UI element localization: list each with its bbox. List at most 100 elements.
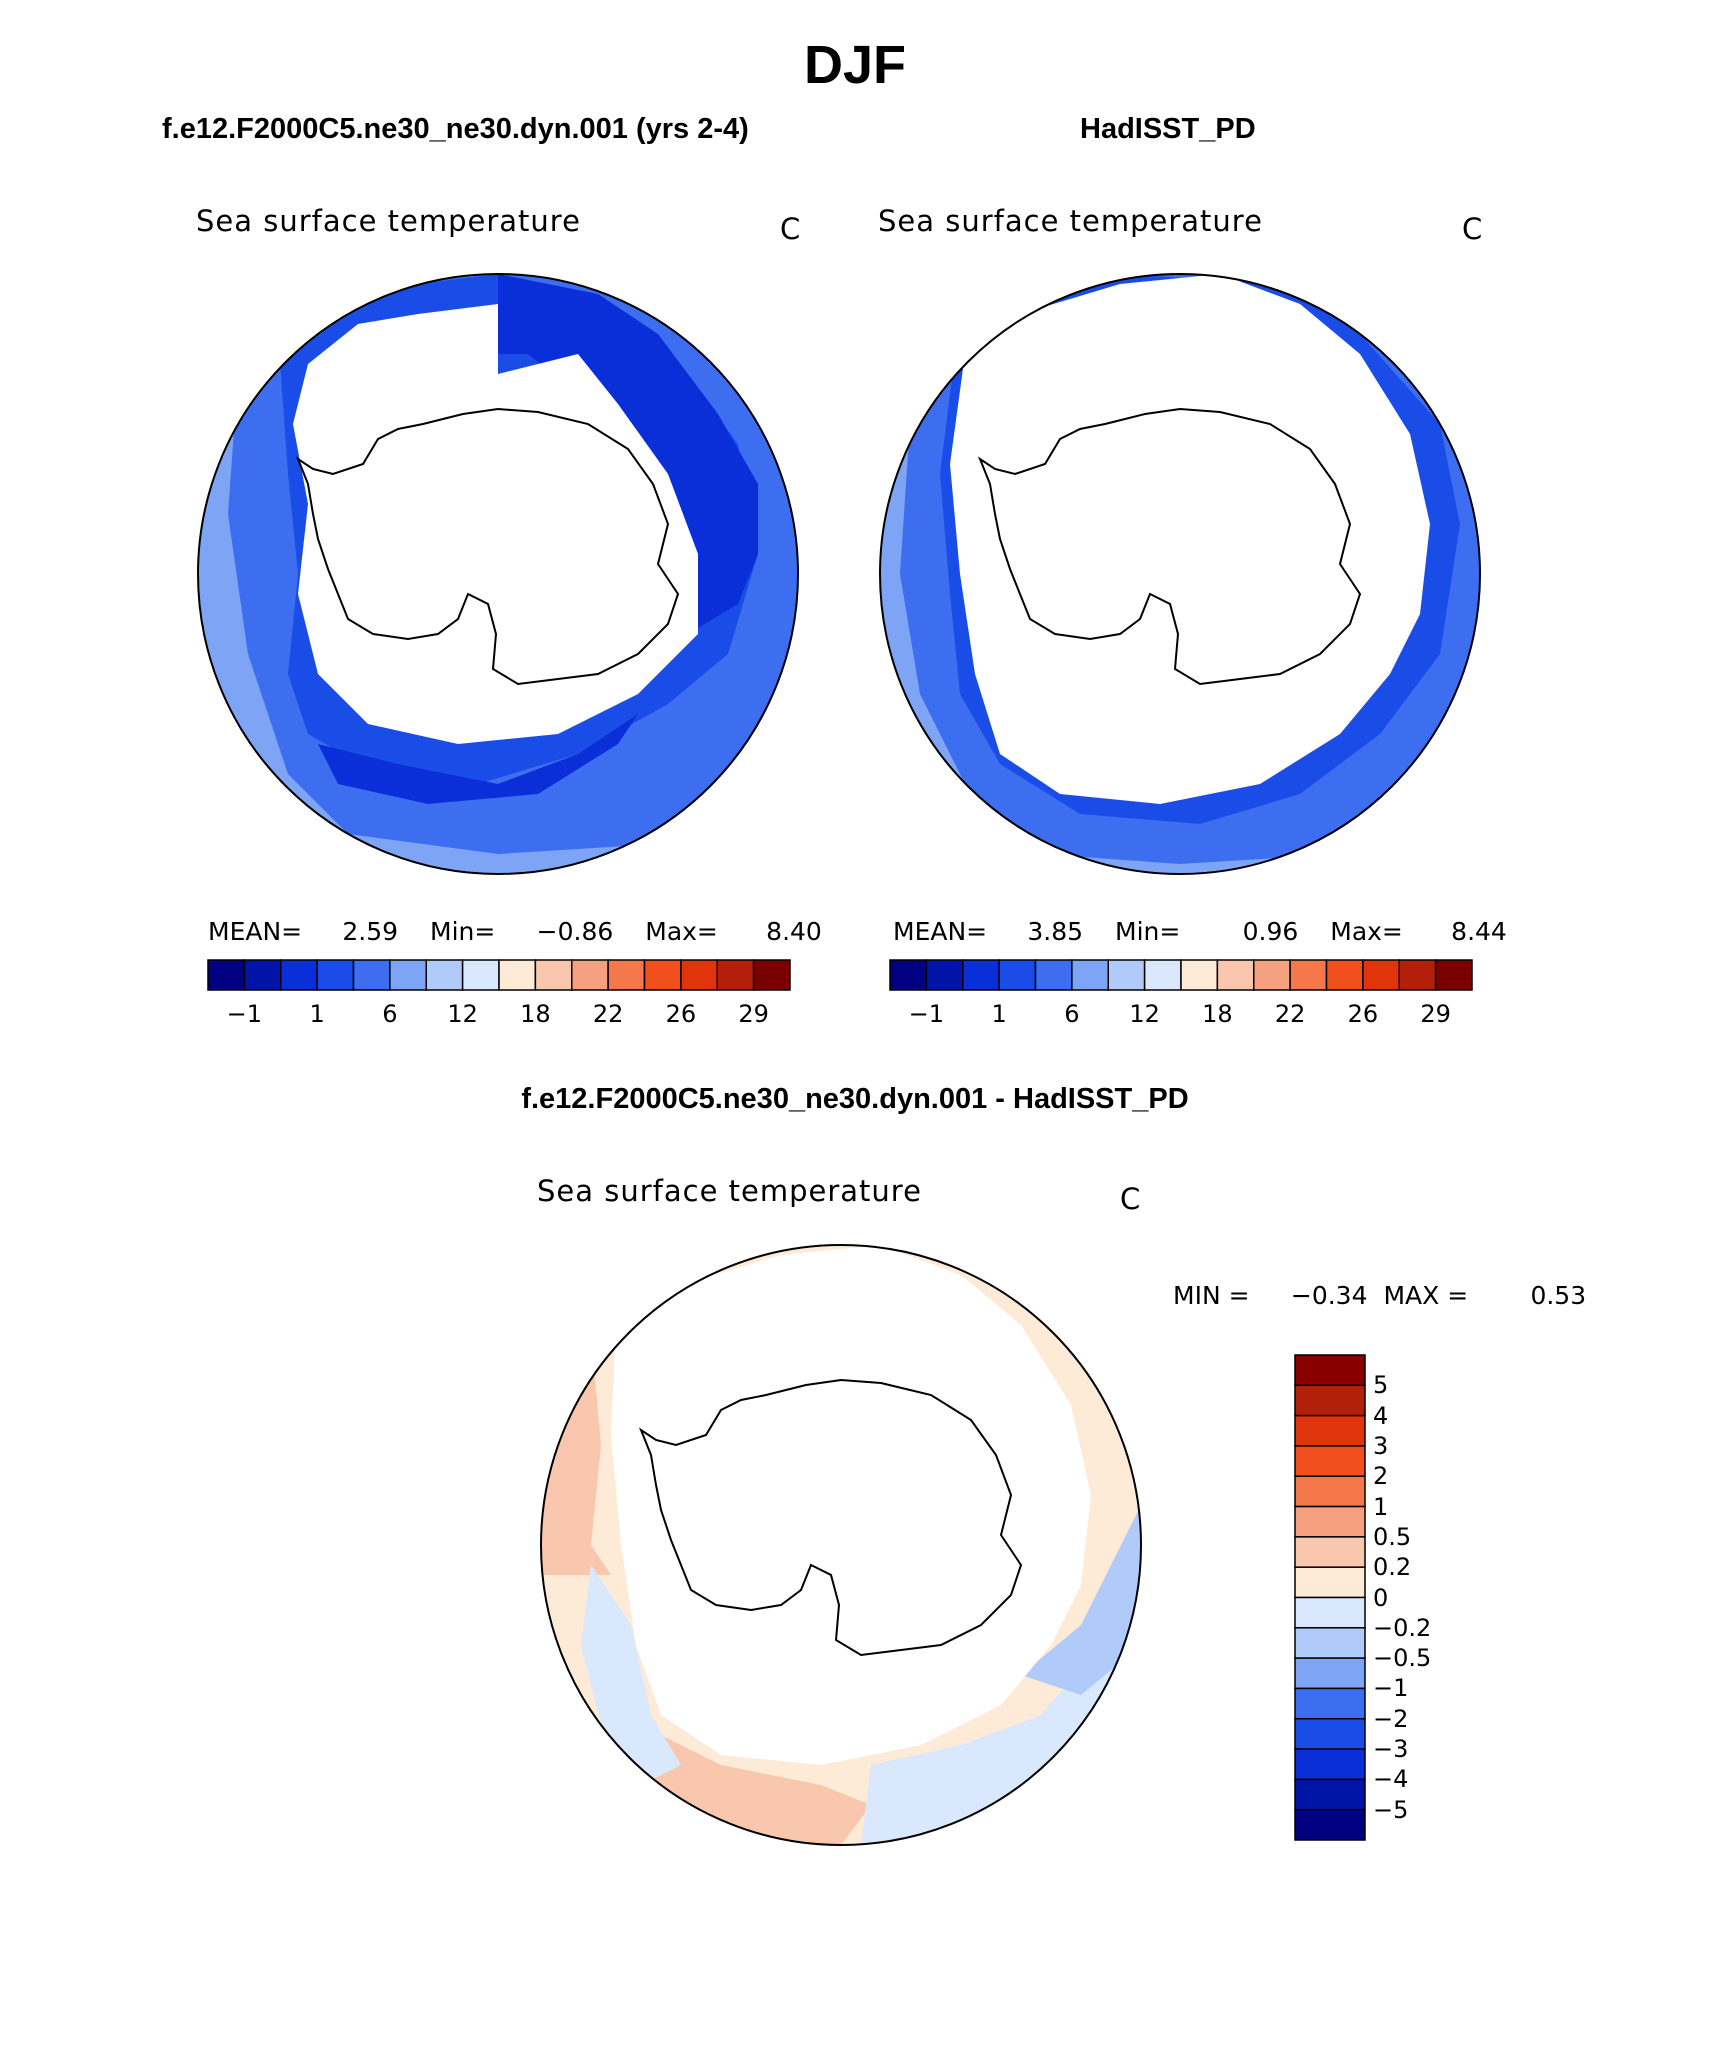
colorbar-swatch [1434,959,1473,991]
colorbar-tick-label: 22 [592,1000,624,1028]
colorbar-panel-3 [1294,1354,1366,1841]
colorbar-swatch [425,959,464,991]
max-label: MAX = [1383,1281,1469,1310]
figure-title: DJF [803,35,906,95]
min-value: −0.34 [1290,1281,1368,1310]
colorbar-swatch [1294,1657,1366,1690]
colorbar-swatch [1289,959,1328,991]
colorbar-tick-label: 5 [1373,1371,1389,1400]
antarctica-coastline [638,1378,1023,1657]
colorbar-panel-1-ticks: −1 1 6 12 18 22 26 29 [208,1000,790,1030]
colorbar-swatch [680,959,718,991]
colorbar-tick-label: 2 [1373,1462,1389,1491]
colorbar-swatch [352,959,391,991]
colorbar-tick-label: 12 [447,1000,478,1028]
colorbar-swatch [1143,959,1182,991]
map-panel-3 [540,1244,1142,1846]
colorbar-tick-label: 4 [1373,1401,1389,1430]
colorbar-panel-2-ticks: −1 1 6 12 18 22 26 29 [890,1000,1472,1030]
panel-3-header: f.e12.F2000C5.ne30_ne30.dyn.001 - HadISS… [521,1083,1189,1115]
colorbar-panel-2 [889,959,1473,991]
map-boundary [879,273,1481,875]
colorbar-swatch [571,959,609,991]
colorbar-swatch [461,959,500,991]
colorbar-tick-label: −4 [1373,1765,1409,1794]
sea-ice-mask [293,304,698,744]
panel-3-variable-label: Sea surface temperature [537,1174,922,1208]
max-label: Max= [1330,917,1403,946]
colorbar-swatch [752,959,791,991]
colorbar-panel-3-ticks: 5 4 3 2 1 0.5 0.2 0 −0.2 −0.5 −1 −2 −3 −4 −5 [1373,1355,1493,1840]
colorbar-swatch [316,959,355,991]
colorbar-tick-label: 26 [665,1000,697,1028]
colorbar-tick-label: 1 [1373,1492,1389,1521]
colorbar-swatch [1216,959,1255,991]
colorbar-tick-label: 1 [991,1000,1007,1028]
diff-negative-patch-east [1021,1505,1141,1695]
colorbar-swatch [280,959,318,991]
colorbar-swatch [1294,1687,1366,1720]
max-value: 8.40 [766,917,822,946]
colorbar-tick-label: 3 [1373,1431,1389,1460]
panel-2-units-label: C [1462,212,1484,246]
map-boundary [197,273,799,875]
min-value: 0.96 [1242,917,1299,946]
colorbar-panel-1 [207,959,791,991]
mean-label: MEAN= [208,917,303,946]
colorbar-swatch [1294,1808,1366,1841]
ocean-colder-band-south [318,714,638,804]
colorbar-tick-label: 1 [309,1000,325,1028]
min-label: MIN = [1173,1281,1250,1310]
mean-value: 3.85 [1027,917,1084,946]
map-panel-2 [879,273,1481,875]
mean-label: MEAN= [893,917,988,946]
colorbar-swatch [1294,1627,1366,1659]
colorbar-tick-label: 6 [382,1000,398,1028]
colorbar-swatch [1034,959,1073,991]
colorbar-swatch [498,959,537,991]
panel-2-stats: MEAN= 3.85 Min= 0.96 Max= 8.44 [893,917,1507,946]
panel-1-units-label: C [780,212,802,246]
colorbar-swatch [207,959,246,991]
panel-2-variable-label: Sea surface temperature [878,204,1263,238]
colorbar-swatch [1294,1596,1366,1629]
colorbar-tick-label: −5 [1373,1795,1409,1824]
colorbar-swatch [643,959,682,991]
colorbar-swatch [1294,1748,1366,1781]
colorbar-swatch [998,959,1037,991]
colorbar-tick-label: −1 [226,1000,263,1028]
colorbar-swatch [1294,1536,1366,1568]
panel-1-stats: MEAN= 2.59 Min= −0.86 Max= 8.40 [208,917,822,946]
colorbar-tick-label: −0.2 [1373,1613,1432,1642]
min-label: Min= [1115,917,1181,946]
colorbar-tick-label: −0.5 [1373,1644,1432,1673]
colorbar-swatch [607,959,646,991]
sea-ice-mask [611,1245,1091,1765]
colorbar-tick-label: 29 [1420,1000,1451,1028]
colorbar-tick-label: −2 [1373,1704,1409,1733]
panel-3-units-label: C [1120,1182,1142,1216]
colorbar-swatch [1294,1475,1366,1508]
colorbar-swatch [716,959,755,991]
colorbar-swatch [1071,959,1109,991]
map-panel-1 [197,273,799,875]
colorbar-swatch [389,959,427,991]
map-boundary [540,1244,1142,1846]
colorbar-tick-label: 22 [1274,1000,1306,1028]
colorbar-tick-label: 29 [738,1000,769,1028]
max-value: 8.44 [1451,917,1507,946]
colorbar-swatch [1362,959,1400,991]
colorbar-tick-label: 0.5 [1373,1522,1412,1551]
colorbar-swatch [1294,1778,1366,1811]
colorbar-swatch [243,959,282,991]
colorbar-tick-label: 0 [1373,1583,1389,1612]
colorbar-swatch [1294,1505,1366,1538]
colorbar-swatch [1294,1718,1366,1750]
colorbar-swatch [1398,959,1437,991]
antarctica-coastline [977,407,1362,686]
antarctica-coastline [295,407,680,686]
colorbar-tick-label: −1 [1373,1674,1409,1703]
min-value: −0.86 [536,917,614,946]
sea-ice-mask [950,274,1430,804]
panel-2-header: HadISST_PD [1080,113,1256,145]
